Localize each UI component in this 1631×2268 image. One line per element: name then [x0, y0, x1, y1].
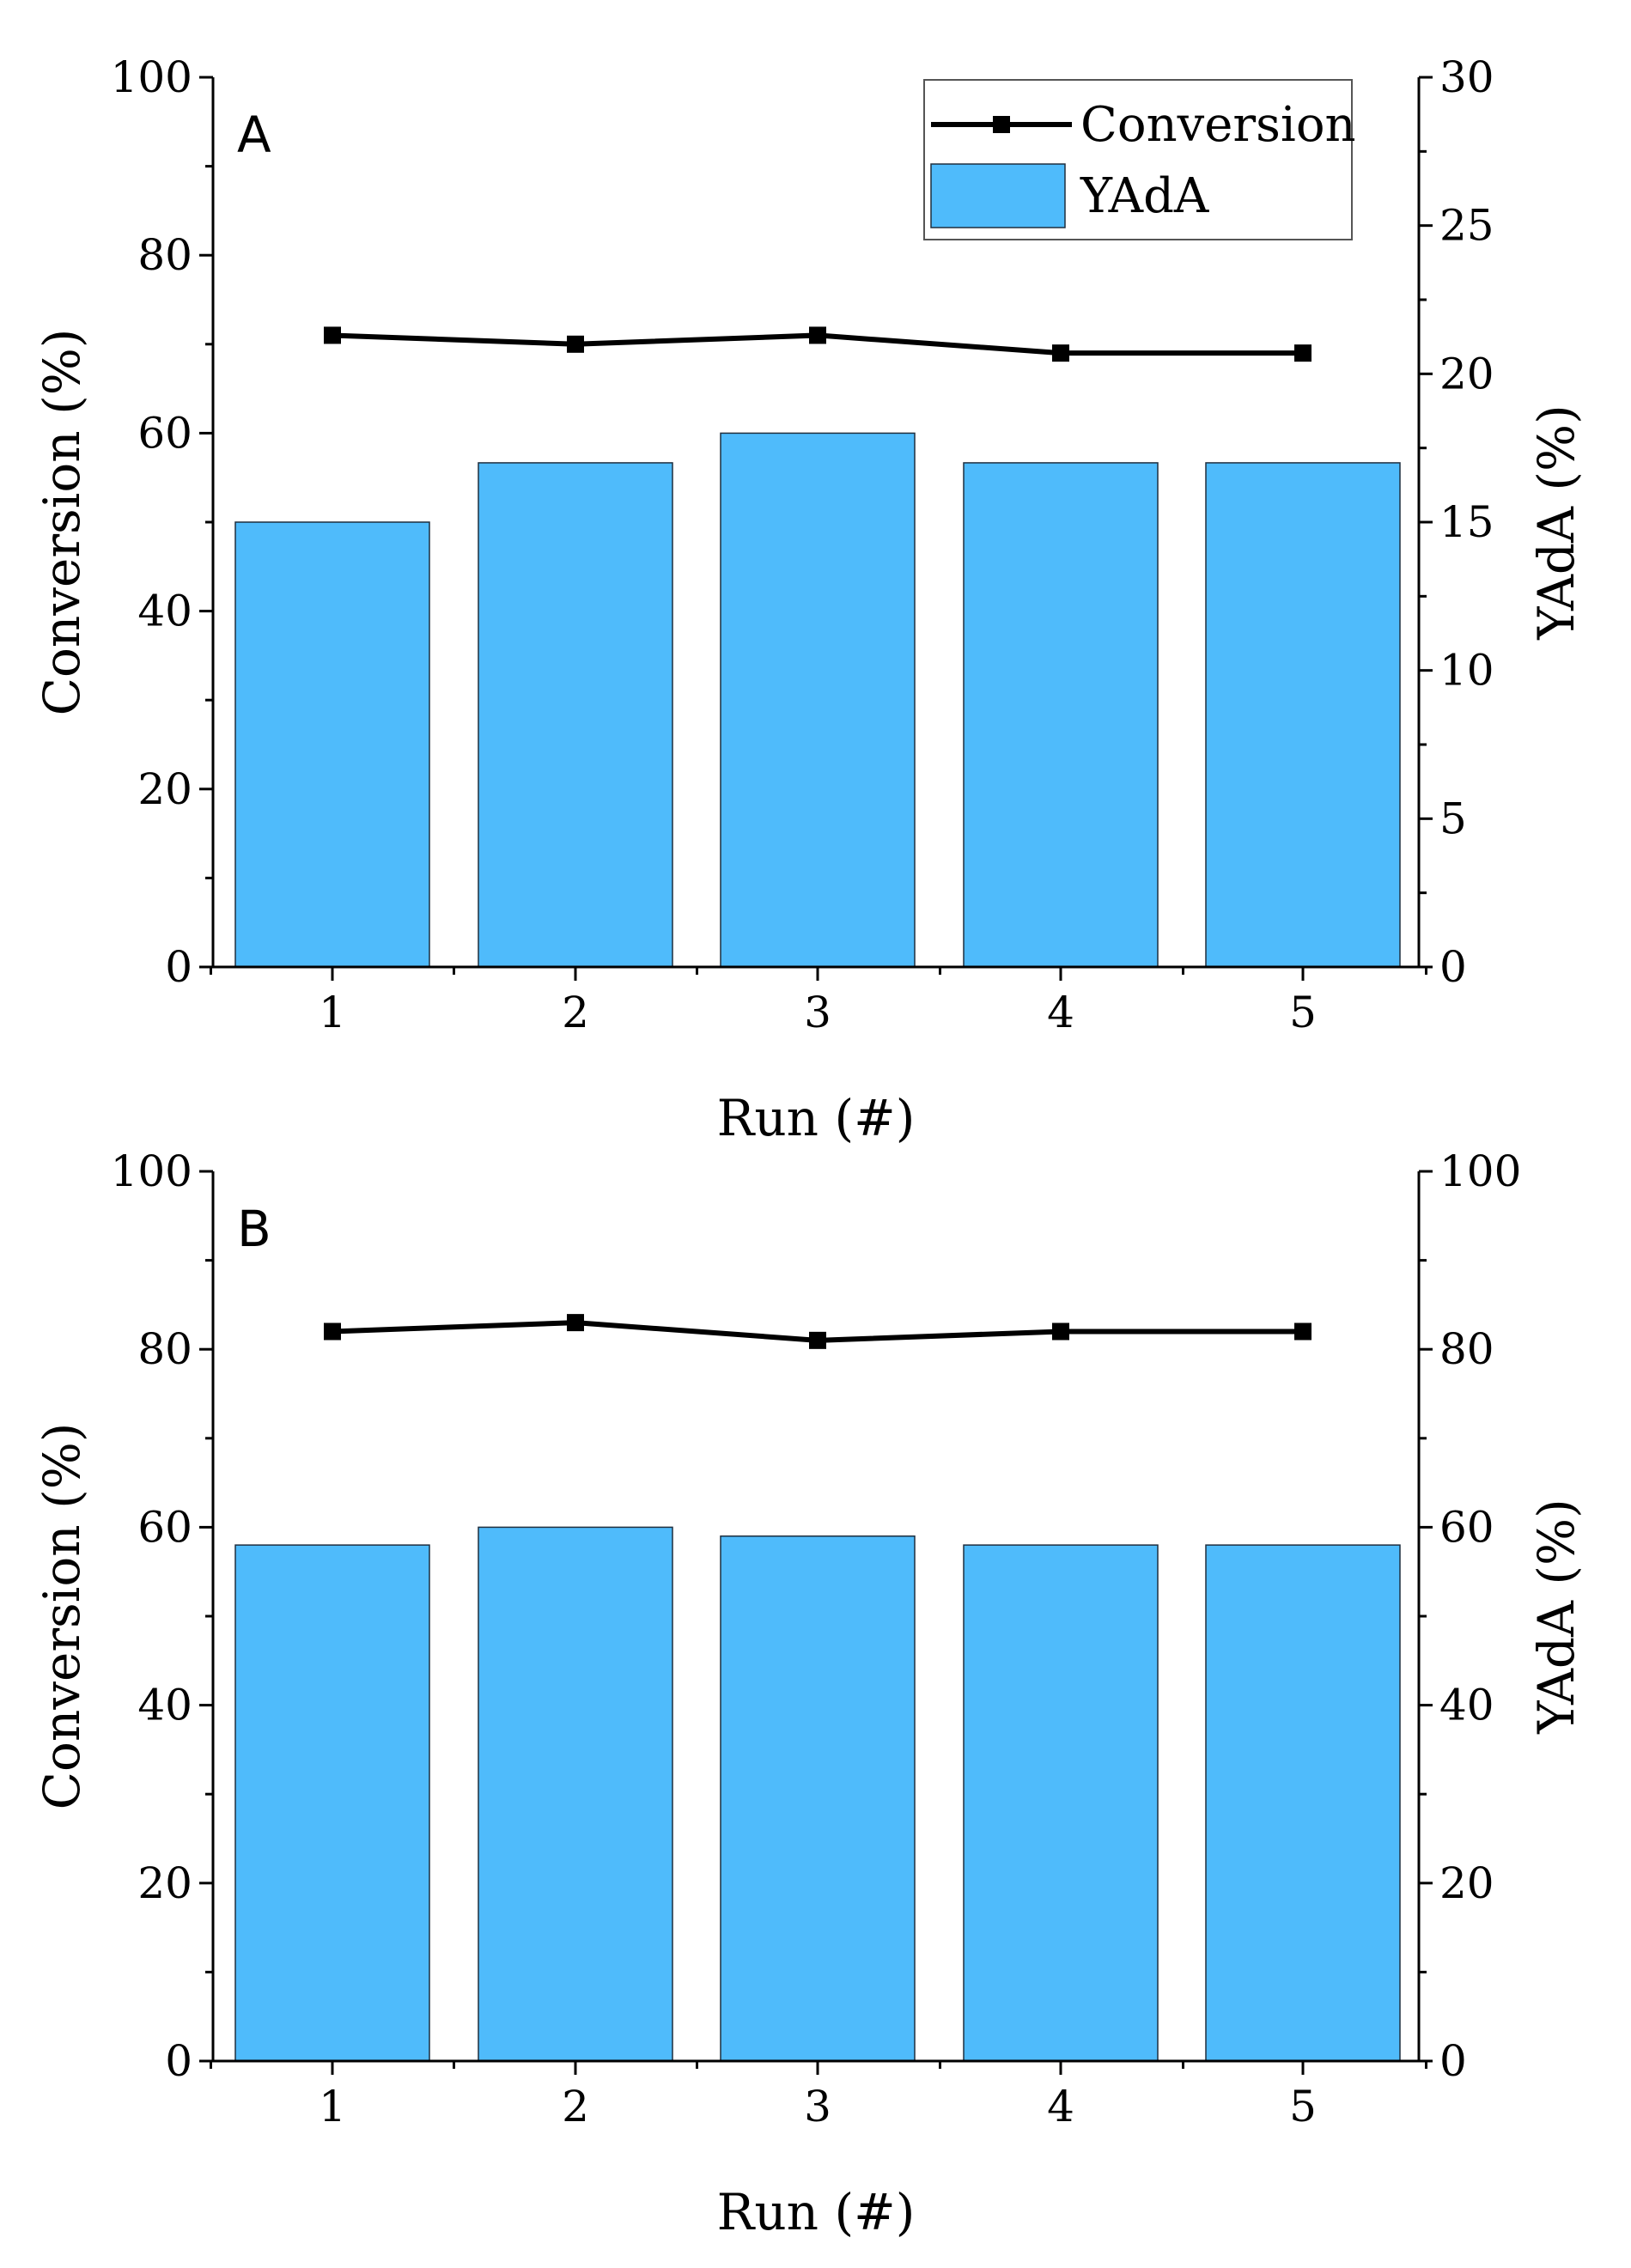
left-tick-label: 0: [165, 2036, 192, 2086]
left-tick-label: 100: [111, 52, 192, 102]
conversion-marker-run-5: [1294, 344, 1311, 362]
x-tick-label: 5: [1289, 988, 1317, 1037]
conversion-marker-run-2: [567, 1314, 584, 1332]
right-tick-label: 20: [1439, 349, 1494, 398]
x-tick-label: 1: [319, 2082, 346, 2131]
y-axis-title-left: Conversion (%): [33, 329, 91, 716]
left-tick-label: 20: [137, 1858, 192, 1908]
left-tick-label: 40: [137, 587, 192, 636]
y-axis-title-left: Conversion (%): [33, 1423, 91, 1810]
left-tick-label: 0: [165, 942, 192, 992]
right-tick-label: 20: [1439, 1858, 1494, 1908]
conversion-marker-run-4: [1052, 344, 1069, 362]
x-axis-title: Run (#): [717, 1089, 916, 1147]
bar-yada-run-1: [234, 1544, 430, 2062]
bar-yada-run-3: [720, 1535, 916, 2062]
bar-yada-run-2: [478, 1526, 673, 2062]
x-tick-label: 3: [804, 2082, 831, 2131]
right-tick-label: 30: [1439, 52, 1494, 102]
conversion-marker-run-3: [809, 1331, 826, 1349]
right-tick-label: 5: [1439, 793, 1467, 843]
y-axis-title-right: YAdA (%): [1527, 404, 1585, 641]
left-tick-label: 80: [137, 230, 192, 280]
right-tick-label: 0: [1439, 942, 1467, 992]
x-tick-label: 4: [1047, 988, 1074, 1037]
conversion-marker-run-1: [324, 326, 341, 344]
conversion-marker-run-5: [1294, 1322, 1311, 1341]
right-tick-label: 60: [1439, 1502, 1494, 1552]
x-tick-label: 5: [1289, 2082, 1317, 2131]
conversion-marker-run-1: [324, 1322, 341, 1341]
legend: Conversion YAdA: [923, 79, 1356, 240]
bar-yada-run-4: [963, 462, 1159, 968]
chart-panel-b: 0 20 40 60 80 100 0 20 40 60 80 100 1 2 3 4 5 Run (#) Conv…: [33, 1146, 1585, 2241]
conversion-marker-run-3: [809, 326, 826, 344]
x-tick-label: 1: [319, 988, 346, 1037]
legend-label-yada: YAdA: [1080, 168, 1209, 224]
bar-yada-run-5: [1205, 1544, 1401, 2062]
right-tick-label: 15: [1439, 497, 1494, 547]
x-tick-label: 3: [804, 988, 831, 1037]
left-tick-label: 80: [137, 1324, 192, 1374]
conversion-marker-run-2: [567, 335, 584, 353]
right-tick-label: 25: [1439, 201, 1494, 251]
conversion-marker-run-4: [1052, 1322, 1069, 1341]
x-tick-label: 4: [1047, 2082, 1074, 2131]
chart-panel-a: 0 20 40 60 80 100 0 5 10 15 20 25 30 1 2 3 4 5 Run (#) Conv…: [33, 52, 1585, 1147]
right-tick-label: 100: [1439, 1146, 1521, 1196]
left-tick-label: 100: [111, 1146, 192, 1196]
left-tick-label: 60: [137, 408, 192, 458]
bar-yada-run-3: [720, 432, 916, 968]
right-tick-label: 0: [1439, 2036, 1467, 2086]
right-tick-label: 40: [1439, 1681, 1494, 1730]
left-tick-label: 40: [137, 1681, 192, 1730]
legend-bar-swatch: [930, 163, 1066, 228]
panel-label: B: [237, 1200, 271, 1258]
bar-yada-run-2: [478, 462, 673, 968]
bar-yada-run-4: [963, 1544, 1159, 2062]
bar-yada-run-5: [1205, 462, 1401, 968]
right-tick-label: 10: [1439, 646, 1494, 696]
panel-label: A: [237, 106, 271, 164]
bar-yada-run-1: [234, 521, 430, 968]
x-axis-title: Run (#): [717, 2183, 916, 2241]
right-tick-label: 80: [1439, 1324, 1494, 1374]
left-tick-label: 20: [137, 764, 192, 814]
x-tick-label: 2: [562, 2082, 589, 2131]
y-axis-title-right: YAdA (%): [1527, 1499, 1585, 1735]
x-tick-label: 2: [562, 988, 589, 1037]
legend-label-conversion: Conversion: [1080, 97, 1356, 153]
legend-marker-swatch: [993, 116, 1010, 133]
left-tick-label: 60: [137, 1502, 192, 1552]
